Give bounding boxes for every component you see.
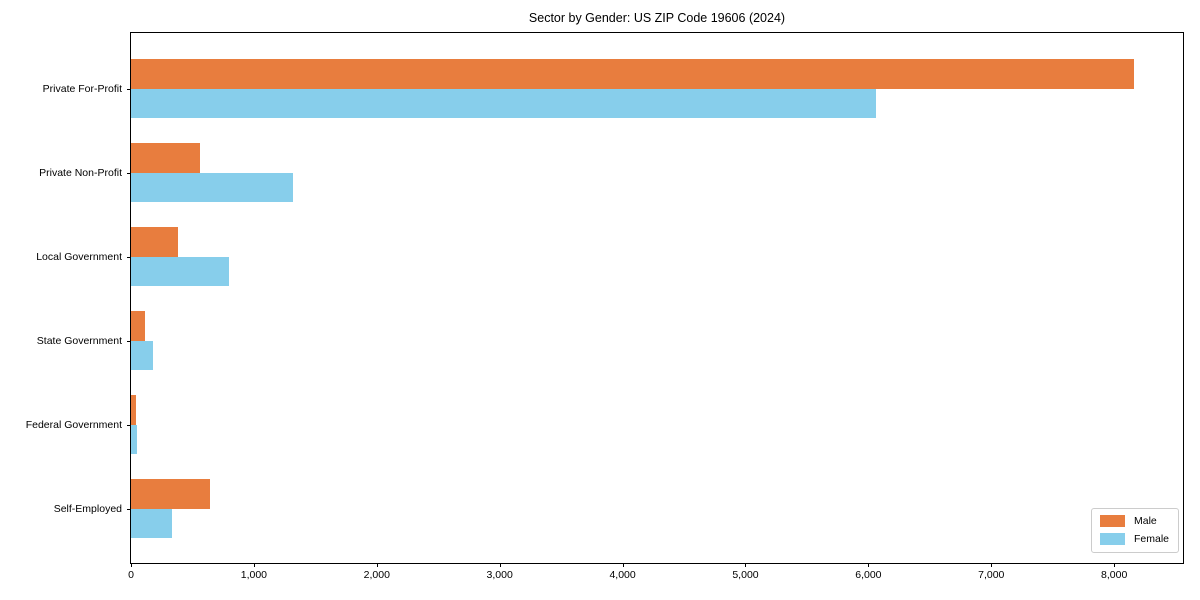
y-tick-mark <box>127 508 131 510</box>
x-tick-label: 5,000 <box>732 569 759 581</box>
y-tick-label: State Government <box>36 334 122 347</box>
x-tick-label: 8,000 <box>1101 569 1128 581</box>
x-tick-mark <box>131 563 132 567</box>
y-tick-mark <box>127 424 131 426</box>
bar-male-3 <box>131 311 146 341</box>
y-tick-label: Private Non-Profit <box>39 166 122 179</box>
y-tick-label: Self-Employed <box>53 502 122 515</box>
x-tick-label: 0 <box>128 569 134 581</box>
bar-male-1 <box>131 143 201 173</box>
y-tick-mark <box>127 256 131 258</box>
y-tick-mark <box>127 172 131 174</box>
bar-female-0 <box>131 88 876 118</box>
x-tick-label: 4,000 <box>609 569 636 581</box>
x-tick-label: 3,000 <box>486 569 513 581</box>
bar-female-2 <box>131 256 229 286</box>
x-tick-mark <box>376 563 378 567</box>
y-tick-mark <box>127 340 131 342</box>
x-tick-mark <box>622 563 624 567</box>
bar-male-4 <box>131 395 136 425</box>
bar-female-4 <box>131 424 137 454</box>
female-series-swatch <box>1099 533 1125 545</box>
x-tick-mark <box>868 563 870 567</box>
bar-male-0 <box>131 59 1134 89</box>
x-tick-label: 7,000 <box>978 569 1005 581</box>
x-tick-mark <box>1114 563 1116 567</box>
plot-area: Private For-Profit Private Non-Profit Loca… <box>26 32 1184 581</box>
x-tick-mark <box>991 563 993 567</box>
legend: Male Female <box>1090 508 1179 553</box>
x-tick-label: 1,000 <box>240 569 268 581</box>
legend-entry-male: Male <box>1099 515 1169 527</box>
bar-female-5 <box>131 508 173 538</box>
legend-label-female: Female <box>1133 533 1169 545</box>
bar-male-5 <box>131 479 211 509</box>
y-tick-label: Federal Government <box>25 418 122 431</box>
bar-female-3 <box>131 340 153 370</box>
legend-label-male: Male <box>1133 515 1157 527</box>
x-tick-mark <box>745 563 747 567</box>
bar-female-1 <box>131 172 294 202</box>
chart-title: Sector by Gender: US ZIP Code 19606 (202… <box>528 11 786 25</box>
y-tick-label: Local Government <box>36 250 122 263</box>
x-tick-mark <box>499 563 501 567</box>
x-tick-mark <box>253 563 255 567</box>
y-tick-mark <box>127 88 131 90</box>
x-tick-label: 6,000 <box>855 569 882 581</box>
bar-male-2 <box>131 227 179 257</box>
legend-entry-female: Female <box>1099 533 1169 545</box>
male-series-swatch <box>1099 515 1125 527</box>
y-tick-label: Private For-Profit <box>42 82 122 95</box>
x-tick-label: 2,000 <box>363 569 390 581</box>
